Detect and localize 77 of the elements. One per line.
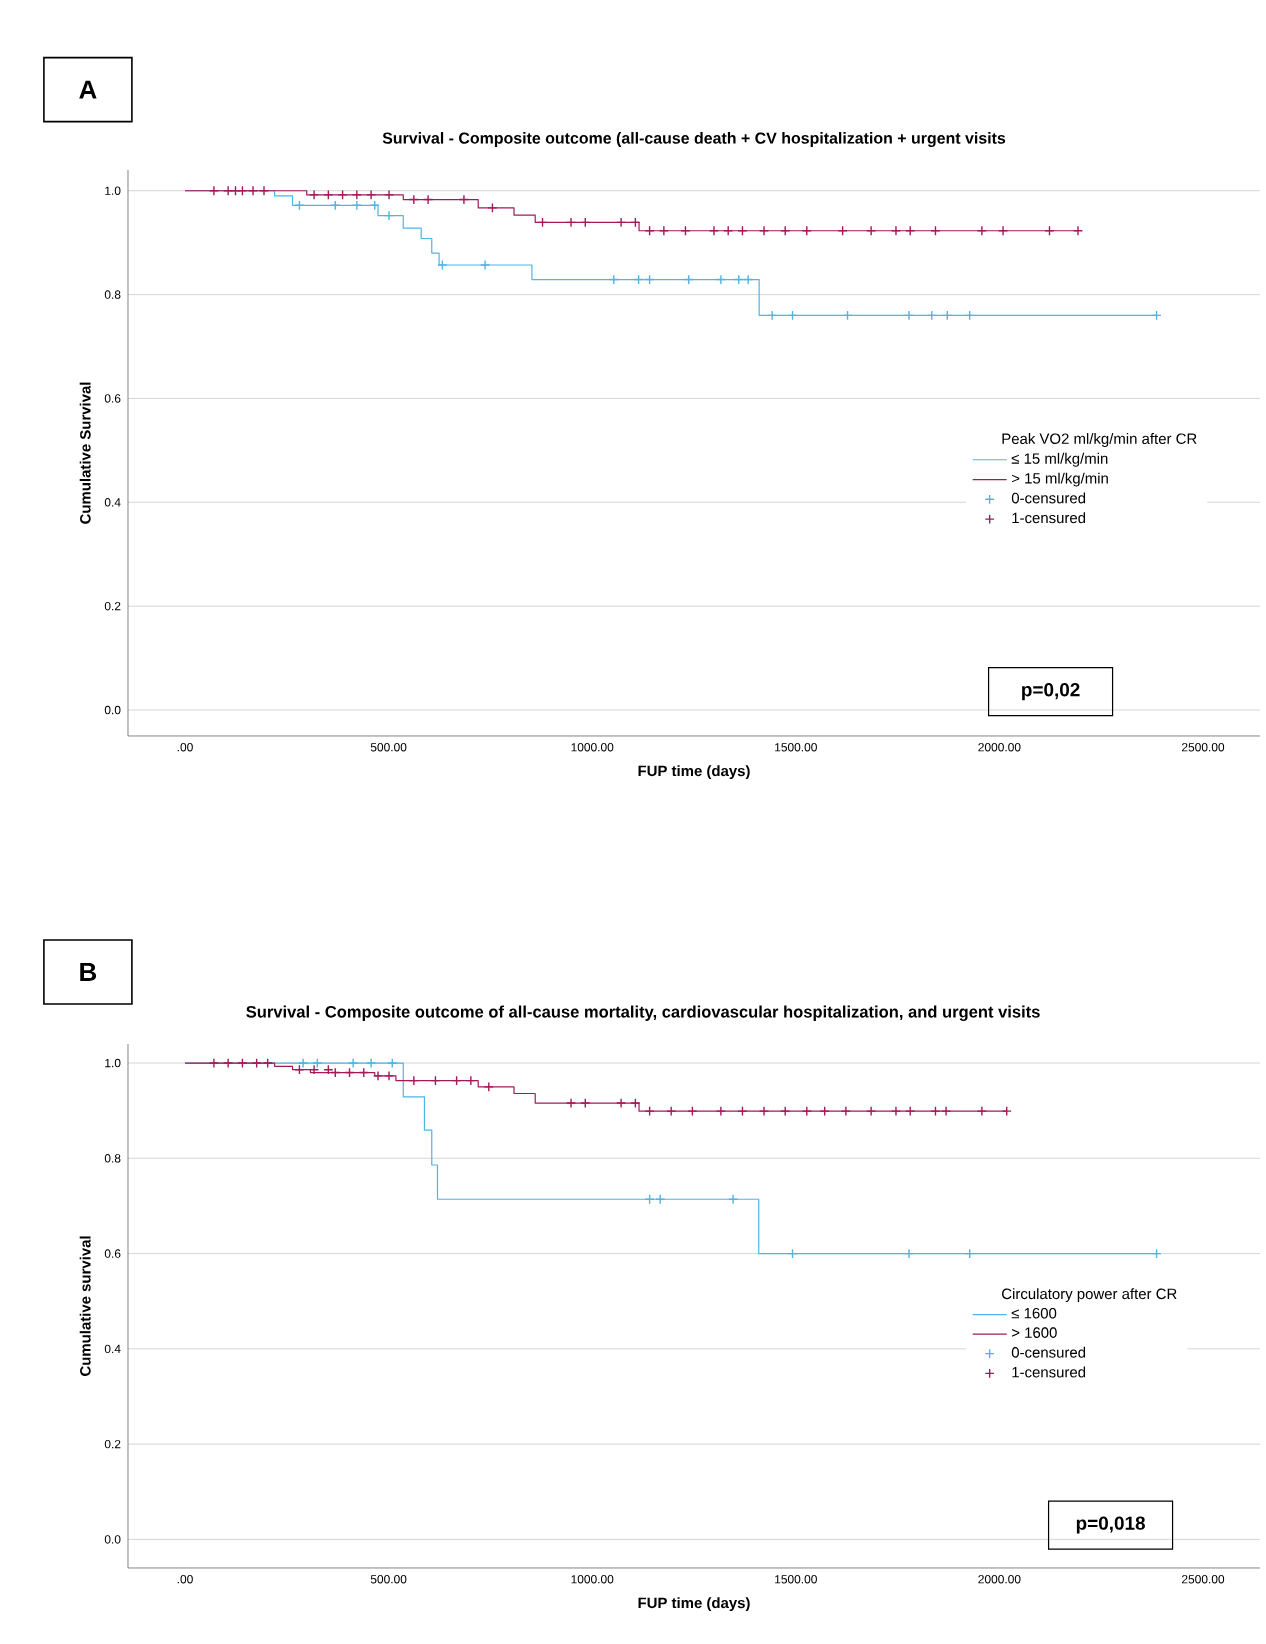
point [998, 226, 1008, 236]
point [841, 1106, 851, 1116]
point [248, 186, 258, 196]
point [891, 226, 901, 236]
point [616, 218, 626, 227]
point [866, 226, 876, 236]
point [488, 203, 497, 213]
point [687, 1106, 697, 1116]
point [209, 186, 219, 196]
point [977, 226, 987, 236]
point [1002, 1106, 1012, 1116]
point [484, 1082, 494, 1092]
point [298, 1058, 308, 1068]
point [759, 1106, 769, 1116]
point [387, 1058, 397, 1068]
point [309, 1065, 319, 1075]
point [728, 1194, 738, 1204]
annotation: p=0,02 [1022, 682, 1080, 701]
point [352, 190, 362, 200]
point [931, 1106, 940, 1116]
point [312, 1058, 322, 1068]
chart-title: Survival - Composite outcome of all-cause mortality, cardiovascular hospitalization, and urgent visits [246, 1005, 1040, 1021]
point [891, 1106, 901, 1116]
text: A [79, 80, 97, 99]
point [645, 1106, 655, 1116]
point [927, 310, 937, 320]
point [743, 275, 753, 284]
point [338, 190, 347, 200]
point [384, 211, 394, 221]
point [767, 310, 777, 320]
point [366, 1058, 376, 1068]
point [904, 310, 914, 320]
point [780, 1106, 790, 1116]
point [580, 1098, 590, 1108]
point [238, 1058, 247, 1068]
point [866, 1106, 876, 1116]
point [977, 1106, 987, 1116]
point [716, 1106, 726, 1116]
text: B [80, 963, 97, 981]
point [373, 1071, 383, 1081]
point [759, 226, 769, 236]
point [259, 186, 269, 196]
point [1073, 226, 1083, 236]
point [566, 1098, 576, 1108]
annotation: p=0,018 [1076, 1516, 1145, 1534]
point [409, 1076, 419, 1086]
point [659, 226, 669, 236]
point [666, 1106, 676, 1116]
point [616, 1098, 626, 1108]
point [252, 1058, 262, 1068]
point [348, 1058, 358, 1068]
point [941, 1106, 951, 1116]
point [263, 1058, 273, 1068]
point [409, 195, 419, 204]
point [223, 186, 233, 196]
point [309, 190, 319, 200]
point [423, 195, 433, 204]
point [437, 260, 447, 270]
point [323, 190, 333, 200]
point [352, 200, 362, 210]
point [459, 195, 469, 204]
point [209, 1058, 219, 1068]
point [466, 1076, 476, 1086]
point [384, 1071, 394, 1081]
point [566, 218, 576, 227]
point [223, 1058, 233, 1068]
point [802, 1106, 812, 1116]
point [738, 1106, 747, 1116]
point [480, 260, 490, 270]
point [820, 1106, 830, 1116]
point [904, 1249, 914, 1258]
point [630, 1098, 640, 1108]
point [716, 275, 726, 284]
point [366, 190, 376, 200]
point [709, 226, 719, 236]
point [905, 1106, 915, 1116]
point [384, 190, 394, 200]
